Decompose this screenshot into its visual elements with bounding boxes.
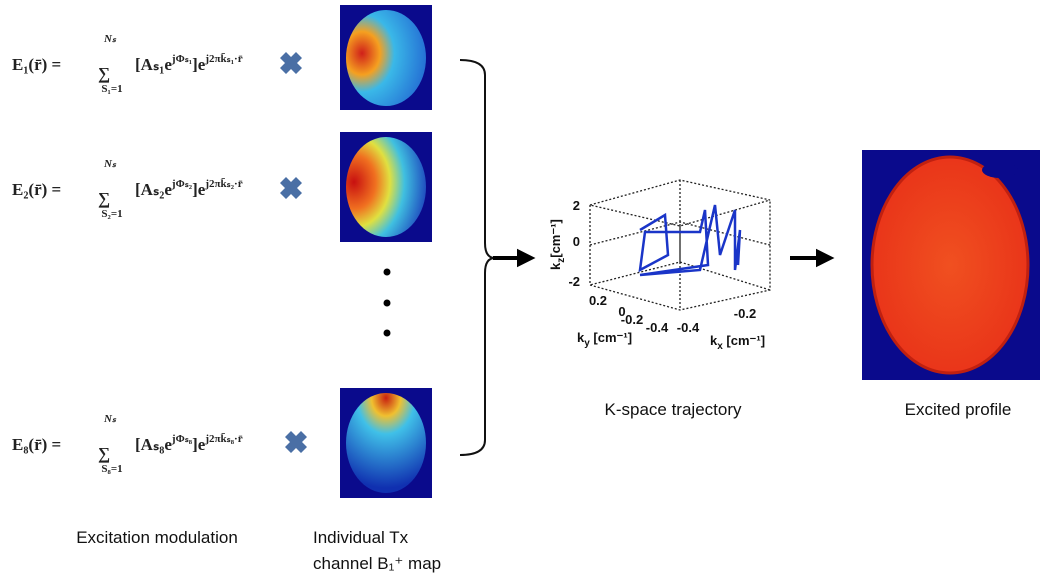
x-tick-label: -0.4 [677,320,700,335]
eq-phase-exp: j2πk̄ₛ₂·r̄ [204,178,242,190]
axis-label: kx [cm⁻¹] [710,333,765,352]
eq-amp: [Aₛ₂e [135,180,172,199]
y-tick-label: -0.4 [646,320,669,335]
eq-body: [Aₛ₂ejΦₛ₂]ej2πk̄ₛ₂·r̄ [135,178,243,199]
bracket [460,60,495,455]
label: Individual Tx [313,528,409,547]
eq-phase-exp: j2πk̄ₛ₁·r̄ [204,53,242,65]
sum-upper: Nₛ [103,33,117,45]
arrow [493,252,531,264]
sum-sign: ∑ [98,444,110,463]
axis-label: kz[cm⁻¹] [548,219,567,270]
equations: E₁(r̄) =∑NₛS₁=1[Aₛ₁ejΦₛ₁]ej2πk̄ₛ₁·r̄E₂(r… [12,33,243,475]
z-tick-label: 2 [573,198,580,213]
multiply-icon [285,431,307,453]
excited-profile [872,157,1028,373]
label: Excited profile [905,400,1012,419]
eq-lhs: E₈(r̄) = [12,435,61,454]
axis-label-unit: [cm⁻¹] [548,219,563,258]
x-tick-label: -0.2 [734,306,756,321]
eq-body: [Aₛ₈ejΦₛ₈]ej2πk̄ₛ₈·r̄ [135,433,243,454]
sum-upper: Nₛ [103,158,117,170]
label: channel B₁⁺ map [313,554,441,573]
eq-amp-exp: jΦₛ₈ [171,433,193,445]
dot [384,330,391,337]
profile-notch [982,162,1018,178]
dot [384,300,391,307]
z-tick-label: -2 [568,274,580,289]
plot-box [590,180,770,310]
arrow [790,252,830,264]
y-tick-label: 0.2 [589,293,607,308]
trajectory [640,205,740,275]
eq-lhs: E₂(r̄) = [12,180,61,199]
sum-upper: Nₛ [103,413,117,425]
eq-close: ]e [192,180,206,199]
z-tick-label: 0 [573,234,580,249]
multiply-icons [280,52,307,453]
label: K-space trajectory [605,400,742,419]
box-edge [590,180,770,310]
multiply-icon [280,177,302,199]
eq-lhs: E₁(r̄) = [12,55,61,74]
box-face [590,180,770,226]
sum-sign: ∑ [98,189,110,208]
axis-label: ky [cm⁻¹] [577,330,632,349]
eq-close: ]e [192,55,206,74]
axis-label-unit: [cm⁻¹] [590,330,632,345]
diagram: E₁(r̄) =∑NₛS₁=1[Aₛ₁ejΦₛ₁]ej2πk̄ₛ₁·r̄E₂(r… [0,0,1042,578]
sum-sign: ∑ [98,64,110,83]
eq-amp-exp: jΦₛ₂ [171,178,193,190]
sum-lower: S₈=1 [101,463,122,475]
map [346,10,426,106]
multiply-icon [280,52,302,74]
eq-body: [Aₛ₁ejΦₛ₁]ej2πk̄ₛ₁·r̄ [135,53,243,74]
eq-phase-exp: j2πk̄ₛ₈·r̄ [204,433,242,445]
eq-amp: [Aₛ₈e [135,435,172,454]
sum-lower: S₂=1 [101,208,122,220]
b1-maps [340,5,432,498]
map [346,137,426,237]
sum-lower: S₁=1 [101,83,122,95]
eq-amp: [Aₛ₁e [135,55,172,74]
label: Excitation modulation [76,528,238,547]
eq-close: ]e [192,435,206,454]
map [346,393,426,493]
y-tick-label: -0.2 [621,312,643,327]
eq-amp-exp: jΦₛ₁ [171,53,192,65]
axis-label-unit: [cm⁻¹] [723,333,765,348]
dot [384,269,391,276]
